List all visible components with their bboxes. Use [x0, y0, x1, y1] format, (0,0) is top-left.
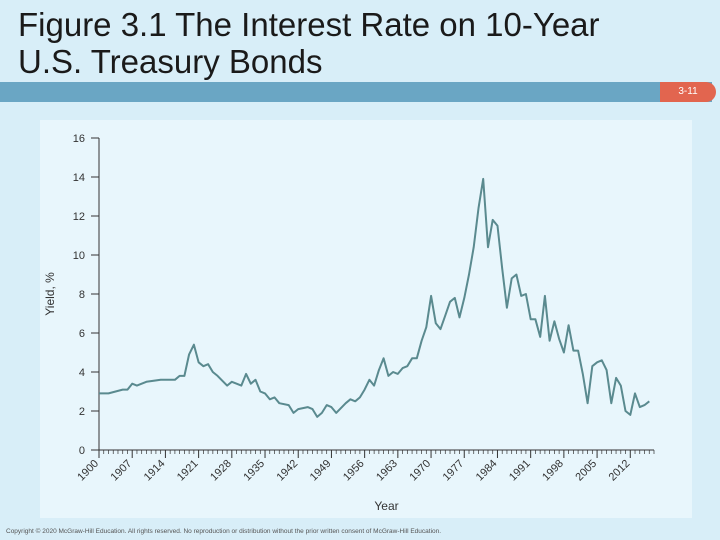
x-tick-label: 1998	[540, 458, 566, 484]
x-tick-label: 1928	[208, 458, 234, 484]
chart-panel: 0 2 4 6 8 10 12 14 16 1900 1907 1914 1921 1928 1935 19…	[40, 120, 692, 518]
x-tick-label: 1956	[341, 458, 367, 484]
y-tick-label: 2	[79, 406, 85, 418]
slide-title-line-1: Figure 3.1 The Interest Rate on 10-Year	[18, 6, 600, 43]
x-tick-label: 1991	[507, 458, 533, 484]
series-group	[99, 177, 650, 418]
page-number-tab: 3-11	[660, 82, 716, 102]
y-tick-label: 4	[79, 367, 85, 379]
y-tick-label: 16	[73, 133, 85, 145]
x-axis-label: Year	[374, 499, 398, 513]
x-tick-label: 1921	[175, 458, 201, 484]
y-tick-label: 10	[73, 250, 85, 262]
y-tick-label: 8	[79, 289, 85, 301]
title-divider-bar	[0, 82, 712, 102]
x-tick-label: 1977	[441, 458, 467, 484]
x-tick-label: 1900	[75, 458, 101, 484]
x-tick-label: 1942	[275, 458, 301, 484]
slide-title: Figure 3.1 The Interest Rate on 10-Year …	[18, 6, 698, 80]
x-tick-label: 1970	[407, 458, 433, 484]
slide-title-line-2: U.S. Treasury Bonds	[18, 43, 323, 80]
x-tick-label: 1907	[109, 458, 135, 484]
x-tick-label: 2005	[573, 458, 599, 484]
yield-series-line	[99, 177, 650, 418]
x-tick-label: 1914	[142, 458, 168, 484]
copyright-notice: Copyright © 2020 McGraw-Hill Education. …	[6, 528, 442, 535]
x-tick-label: 1935	[241, 458, 267, 484]
y-axis-label: Yield, %	[43, 272, 57, 316]
x-tick-label: 1963	[374, 458, 400, 484]
x-tick-label: 1949	[308, 458, 334, 484]
y-tick-label: 12	[73, 211, 85, 223]
y-tick-label: 0	[79, 445, 85, 457]
x-tick-label: 2012	[607, 458, 633, 484]
y-axis: 0 2 4 6 8 10 12 14 16	[73, 133, 100, 457]
x-tick-label: 1984	[474, 458, 500, 484]
y-tick-label: 14	[73, 172, 85, 184]
y-tick-label: 6	[79, 328, 85, 340]
x-axis: 1900 1907 1914 1921 1928 1935 1942 1949 1956 1963…	[75, 449, 655, 484]
